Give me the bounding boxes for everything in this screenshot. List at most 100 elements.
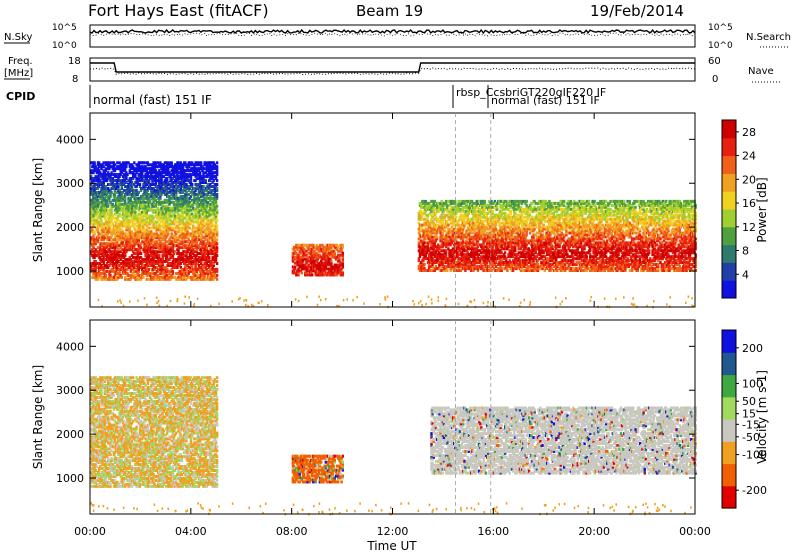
echo-cell (146, 208, 150, 212)
echo-cell (308, 243, 312, 247)
echo-cell (215, 210, 219, 214)
echo-cell (304, 263, 307, 267)
echo-cell (96, 238, 100, 242)
echo-cell (180, 273, 184, 277)
echo-cell (214, 244, 218, 248)
echo-cell (94, 267, 97, 271)
echo-cell (133, 183, 136, 186)
echo-cell (110, 242, 113, 246)
echo-cell (126, 262, 129, 265)
echo-cell (195, 183, 198, 186)
echo-cell (92, 171, 95, 175)
echo-cell (104, 200, 108, 204)
echo-cell (215, 273, 219, 277)
echo-cell (152, 165, 155, 169)
echo-cell (204, 161, 207, 165)
echo-cell (90, 220, 93, 224)
echo-cell (189, 177, 193, 181)
echo-cell (214, 240, 218, 244)
echo-cell (461, 199, 465, 203)
echo-cell (103, 258, 106, 262)
echo-cell (163, 187, 167, 190)
echo-cell (109, 236, 112, 240)
echo-cell (145, 177, 148, 181)
echo-cell (195, 242, 198, 246)
echo-cell (324, 263, 327, 267)
echo-cell (318, 271, 322, 275)
echo-cell (113, 248, 117, 252)
echo-cell (150, 167, 153, 171)
echo-cell (166, 204, 169, 208)
echo-cell (191, 220, 194, 224)
echo-cell (422, 245, 425, 249)
echo-cell (456, 221, 459, 225)
echo-cell (113, 208, 117, 212)
echo-cell (337, 245, 340, 249)
echo-cell (128, 238, 131, 242)
echo-cell (154, 222, 158, 226)
echo-cell (156, 214, 160, 218)
echo-cell (145, 266, 148, 269)
echo-cell (96, 179, 100, 183)
echo-cell (121, 230, 125, 234)
echo-cell (152, 216, 155, 220)
echo-cell (132, 177, 135, 181)
echo-cell (341, 263, 344, 267)
echo-cell (185, 165, 188, 169)
echo-cell (330, 269, 333, 273)
echo-cell (102, 260, 105, 263)
echo-cell (204, 181, 207, 184)
echo-cell (451, 201, 455, 205)
echo-cell (117, 206, 120, 210)
echo-cell (110, 208, 113, 212)
echo-cell (188, 185, 192, 188)
echo-cell (187, 192, 190, 196)
echo-cell (102, 234, 105, 238)
echo-cell (461, 237, 465, 241)
echo-cell (448, 229, 451, 233)
echo-cell (179, 171, 182, 175)
echo-cell (177, 248, 180, 252)
echo-cell (130, 206, 134, 210)
echo-cell (170, 173, 173, 177)
echo-cell (440, 243, 443, 247)
echo-cell (205, 242, 209, 246)
echo-cell (117, 208, 120, 212)
echo-cell (137, 269, 140, 273)
echo-cell (117, 222, 120, 226)
echo-cell (456, 231, 459, 235)
echo-cell (202, 198, 205, 202)
echo-cell (311, 261, 314, 265)
echo-cell (444, 253, 448, 257)
echo-cell (90, 238, 93, 242)
echo-cell (124, 194, 127, 198)
echo-cell (426, 235, 430, 239)
echo-cell (149, 232, 152, 236)
echo-cell (426, 243, 430, 247)
echo-cell (215, 167, 219, 171)
echo-cell (420, 215, 423, 219)
echo-cell (440, 217, 443, 221)
echo-cell (136, 192, 139, 196)
echo-cell (333, 263, 336, 267)
echo-cell (156, 196, 160, 200)
echo-cell (213, 196, 216, 200)
echo-cell (138, 206, 142, 210)
echo-cell (100, 252, 103, 256)
echo-cell (297, 273, 300, 277)
echo-cell (130, 232, 134, 236)
echo-cell (151, 218, 154, 222)
echo-cell (162, 175, 165, 179)
echo-cell (116, 181, 119, 184)
echo-cell (132, 271, 135, 275)
echo-cell (115, 269, 118, 273)
echo-cell (203, 206, 206, 210)
echo-cell (173, 216, 177, 220)
echo-cell (214, 214, 218, 218)
echo-cell (144, 230, 147, 234)
echo-cell (215, 165, 219, 169)
echo-cell (144, 206, 147, 210)
echo-cell (301, 253, 305, 257)
echo-cell (194, 266, 197, 269)
echo-cell (206, 183, 210, 186)
